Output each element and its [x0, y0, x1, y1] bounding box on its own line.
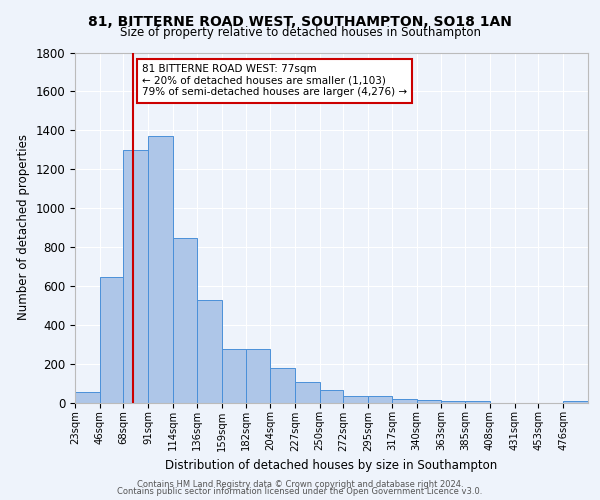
Text: Contains HM Land Registry data © Crown copyright and database right 2024.: Contains HM Land Registry data © Crown c… — [137, 480, 463, 489]
Bar — [416, 400, 442, 402]
Bar — [270, 368, 295, 402]
Bar — [295, 382, 320, 402]
Text: 81, BITTERNE ROAD WEST, SOUTHAMPTON, SO18 1AN: 81, BITTERNE ROAD WEST, SOUTHAMPTON, SO1… — [88, 15, 512, 29]
Bar — [221, 349, 247, 403]
Bar — [173, 238, 197, 402]
X-axis label: Distribution of detached houses by size in Southampton: Distribution of detached houses by size … — [166, 459, 497, 472]
Bar — [392, 398, 416, 402]
Bar — [343, 396, 368, 402]
Text: 81 BITTERNE ROAD WEST: 77sqm
← 20% of detached houses are smaller (1,103)
79% of: 81 BITTERNE ROAD WEST: 77sqm ← 20% of de… — [142, 64, 407, 98]
Bar — [100, 277, 124, 402]
Bar — [320, 390, 343, 402]
Bar — [442, 400, 465, 402]
Bar — [124, 150, 148, 402]
Bar — [465, 400, 490, 402]
Bar — [563, 400, 588, 402]
Bar — [247, 349, 270, 403]
Text: Size of property relative to detached houses in Southampton: Size of property relative to detached ho… — [119, 26, 481, 39]
Bar — [197, 300, 221, 402]
Bar — [368, 396, 392, 402]
Text: Contains public sector information licensed under the Open Government Licence v3: Contains public sector information licen… — [118, 488, 482, 496]
Bar — [148, 136, 173, 402]
Y-axis label: Number of detached properties: Number of detached properties — [17, 134, 30, 320]
Bar — [75, 392, 100, 402]
